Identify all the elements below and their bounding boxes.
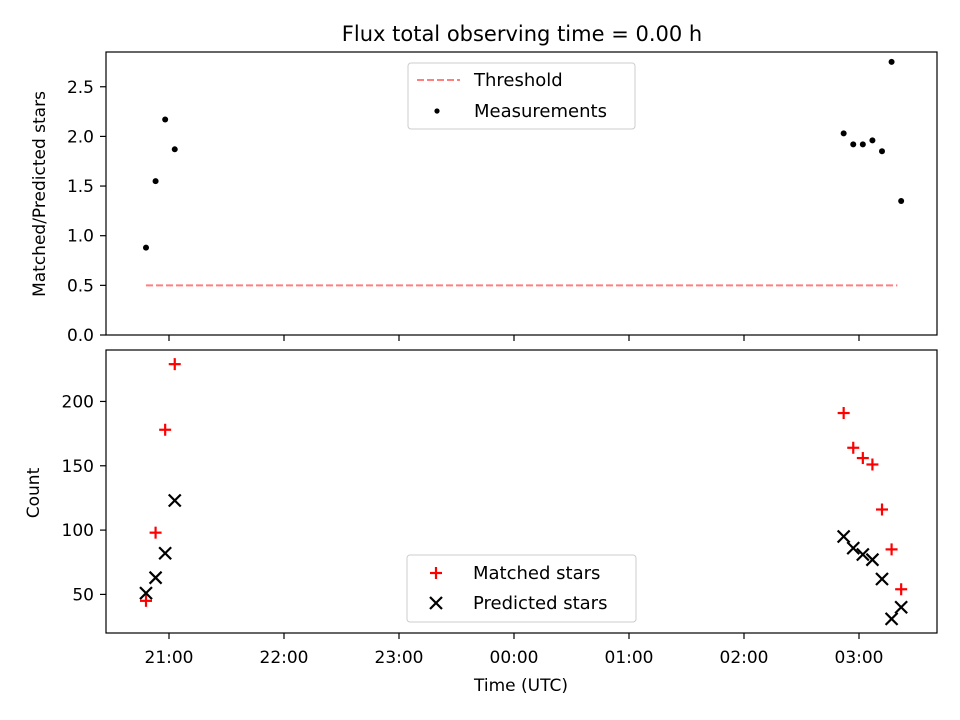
predicted-stars-point: [884, 612, 899, 626]
count-x-tick-label: 23:00: [375, 648, 424, 668]
count-y-tick-label: 200: [62, 392, 94, 412]
matched-stars-point: [866, 458, 879, 471]
matched-stars-point: [149, 526, 162, 539]
measurements-point: [869, 137, 876, 144]
count-panel-frame: [105, 349, 938, 634]
ratio-y-tick-label: 2.5: [67, 78, 94, 98]
threshold-legend-label: Threshold: [473, 70, 563, 91]
count-y-tick-label: 100: [62, 521, 94, 541]
count-x-tick-label: 00:00: [490, 648, 539, 668]
predicted-stars-point: [865, 552, 880, 567]
matched-stars-legend-label: Matched stars: [473, 563, 600, 584]
predicted-stars-point: [167, 493, 182, 508]
chart-title: Flux total observing time = 0.00 h: [342, 22, 702, 46]
ratio-y-tick-label: 1.5: [67, 177, 94, 197]
ratio-x-axis: [168, 335, 860, 341]
matched-stars-point: [837, 407, 850, 420]
count-y-axis: 50 100 150 200: [62, 392, 106, 605]
ratio-y-tick-label: 0.0: [67, 326, 94, 346]
measurements-point: [850, 141, 857, 148]
measurements-point: [898, 197, 905, 204]
ratio-legend-box: [407, 62, 636, 130]
predicted-stars-point: [875, 572, 889, 586]
matched-stars-legend-swatch: [430, 567, 442, 579]
ratio-legend: Threshold Measurements: [407, 62, 636, 130]
matched-stars-point: [140, 594, 152, 607]
count-legend: Matched stars Predicted stars: [406, 554, 637, 623]
matched-stars-point: [895, 583, 908, 596]
count-y-tick-label: 150: [62, 457, 94, 477]
measurements-point: [162, 116, 169, 123]
count-legend-box: [406, 554, 637, 623]
predicted-stars-point: [856, 547, 870, 562]
matched-stars-point: [159, 423, 172, 436]
predicted-stars-point: [894, 600, 908, 615]
count-panel: 50 100 150 200 21:00 22:00 23:00 00:00 01:00 02:…: [24, 349, 938, 696]
ratio-y-axis: 0.0 0.5 1.0 1.5 2.0 2.5: [67, 78, 106, 346]
count-x-tick-label: 01:00: [605, 648, 654, 668]
ratio-panel: 0.0 0.5 1.0 1.5 2.0 2.5 Matched/Predicted sta…: [30, 51, 938, 346]
count-y-tick-label: 50: [72, 585, 94, 605]
ratio-y-tick-label: 2.0: [67, 127, 94, 147]
predicted-stars-point: [158, 546, 172, 561]
count-x-tick-label: 02:00: [720, 648, 769, 668]
measurements-point: [840, 130, 847, 137]
predicted-stars-point: [836, 529, 851, 544]
measurements-legend-swatch: [434, 108, 440, 114]
matched-stars-point: [885, 543, 898, 556]
ratio-y-tick-label: 0.5: [67, 276, 94, 296]
measurements-point: [859, 141, 866, 148]
matched-stars-point: [856, 452, 869, 465]
ratio-y-tick-label: 1.0: [67, 227, 94, 247]
predicted-stars-legend-swatch: [429, 596, 443, 610]
count-x-tick-label: 21:00: [145, 648, 194, 668]
ratio-y-axis-label: Matched/Predicted stars: [30, 91, 50, 297]
matched-stars-point: [847, 441, 860, 454]
measurements-point: [879, 148, 885, 155]
predicted-stars-point: [139, 586, 153, 600]
predicted-stars-legend-label: Predicted stars: [473, 593, 607, 614]
count-x-axis: 21:00 22:00 23:00 00:00 01:00 02:00 03:00: [145, 633, 884, 668]
count-y-axis-label: Count: [24, 467, 44, 518]
measurements-point: [152, 178, 159, 185]
predicted-stars-point: [148, 570, 163, 585]
ratio-panel-frame: [105, 51, 938, 336]
count-x-tick-label: 03:00: [835, 648, 884, 668]
matched-stars-point: [168, 358, 181, 371]
count-x-tick-label: 22:00: [260, 648, 309, 668]
matched-stars-point: [876, 503, 888, 516]
measurements-legend-label: Measurements: [474, 101, 607, 122]
predicted-stars-point: [846, 541, 861, 555]
x-axis-label: Time (UTC): [473, 676, 568, 696]
measurements-point: [143, 244, 149, 251]
measurements-point: [888, 58, 895, 65]
measurements-point: [171, 146, 178, 153]
